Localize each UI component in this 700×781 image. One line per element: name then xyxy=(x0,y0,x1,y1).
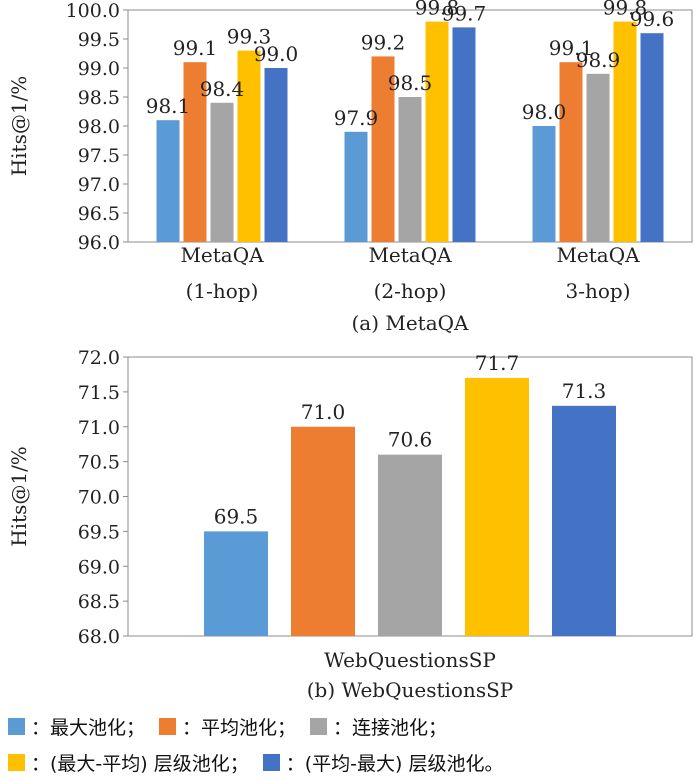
y-tick-label: 69.5 xyxy=(78,521,120,543)
data-label: 69.5 xyxy=(214,504,259,528)
bar xyxy=(378,454,442,636)
data-label: 99.1 xyxy=(549,36,594,60)
y-tick-label: 71.0 xyxy=(78,417,120,439)
data-label: 98.5 xyxy=(388,71,433,95)
y-tick-label: 99.0 xyxy=(78,58,120,80)
legend-item-avg-max-hier: ：(平均-最大) 层级池化。 xyxy=(262,749,504,776)
data-label: 99.8 xyxy=(415,0,460,20)
y-tick-label: 100.0 xyxy=(66,0,120,22)
legend-label-avg-max-hier: ：(平均-最大) 层级池化。 xyxy=(285,752,504,775)
bar xyxy=(559,62,583,243)
bar xyxy=(210,102,234,242)
bar xyxy=(291,426,355,636)
category-label-line2: (1-hop) xyxy=(186,279,259,303)
legend-swatch-avg-max-hier xyxy=(262,753,280,771)
legend-swatch-max-pooling xyxy=(8,717,25,735)
bar xyxy=(552,405,616,636)
data-label: 99.1 xyxy=(173,36,218,60)
legend-label-avg-pooling: ：平均池化； xyxy=(182,716,297,739)
legend: ：最大池化； ：平均池化； ：连接池化； ：(最大-平均) 层级池化； ：(平均… xyxy=(8,708,698,780)
category-label: MetaQA xyxy=(368,243,452,267)
y-tick-label: 96.5 xyxy=(78,203,120,225)
y-tick-label: 96.0 xyxy=(78,232,120,254)
category-label-line2: 3-hop) xyxy=(565,279,630,303)
bar xyxy=(398,97,422,242)
y-tick-label: 97.5 xyxy=(78,145,120,167)
bar xyxy=(613,21,637,242)
bar xyxy=(465,377,529,636)
y-tick-label: 70.0 xyxy=(78,487,120,509)
bar xyxy=(640,33,664,243)
legend-item-concat-pooling: ：连接池化； xyxy=(310,713,447,740)
legend-label-max-pooling: ：最大池化； xyxy=(31,716,146,739)
bar xyxy=(204,531,268,636)
legend-label-concat-pooling: ：连接池化； xyxy=(333,716,448,739)
legend-swatch-concat-pooling xyxy=(310,717,328,735)
y-tick-label: 71.5 xyxy=(78,382,120,404)
bar xyxy=(264,68,288,242)
chart-caption: (b) WebQuestionsSP xyxy=(307,678,513,702)
data-label: 71.7 xyxy=(475,351,520,375)
y-tick-label: 68.5 xyxy=(78,591,120,613)
y-tick-label: 69.0 xyxy=(78,556,120,578)
bar-charts: 96.0 96.5 97.0 97.5 98.0 98.5 99.0 99.5 100.0 Hit… xyxy=(7,0,693,702)
y-tick-label: 68.0 xyxy=(78,626,120,648)
y-tick-label: 97.0 xyxy=(78,174,120,196)
bar xyxy=(156,120,180,242)
data-label: 99.6 xyxy=(630,7,675,31)
y-tick-label: 98.5 xyxy=(78,87,120,109)
legend-swatch-avg-pooling xyxy=(159,717,177,735)
category-label: MetaQA xyxy=(180,243,264,267)
data-label: 98.9 xyxy=(576,48,621,72)
category-label: WebQuestionsSP xyxy=(324,648,496,672)
data-label: 99.7 xyxy=(442,1,487,25)
y-tick-label: 70.5 xyxy=(78,452,120,474)
legend-row-1: ：最大池化； ：平均池化； ：连接池化； xyxy=(8,708,698,744)
y-axis-label: Hits@1/% xyxy=(7,76,31,177)
data-label: 99.8 xyxy=(603,0,648,20)
bar xyxy=(237,50,261,242)
bar xyxy=(371,56,395,243)
legend-item-max-pooling: ：最大池化； xyxy=(8,713,145,740)
y-tick-label: 98.0 xyxy=(78,116,120,138)
data-label: 71.3 xyxy=(562,379,607,403)
data-label: 71.0 xyxy=(301,400,346,424)
legend-row-2: ：(最大-平均) 层级池化； ：(平均-最大) 层级池化。 xyxy=(8,744,698,780)
bar xyxy=(183,62,207,243)
data-label: 99.2 xyxy=(361,30,406,54)
data-label: 98.4 xyxy=(200,77,245,101)
legend-item-max-avg-hier: ：(最大-平均) 层级池化； xyxy=(8,749,249,776)
chart-caption: (a) MetaQA xyxy=(351,311,469,335)
bar xyxy=(344,131,368,242)
bar xyxy=(532,126,556,242)
data-label: 98.1 xyxy=(146,94,191,118)
data-label: 99.0 xyxy=(254,42,299,66)
data-label: 99.3 xyxy=(227,25,272,49)
data-label: 70.6 xyxy=(388,428,433,452)
category-label-line2: (2-hop) xyxy=(374,279,447,303)
y-tick-label: 72.0 xyxy=(78,347,120,369)
legend-label-max-avg-hier: ：(最大-平均) 层级池化； xyxy=(31,752,249,775)
y-tick-label: 99.5 xyxy=(78,29,120,51)
data-label: 98.0 xyxy=(522,100,567,124)
bar xyxy=(452,27,476,243)
bar xyxy=(586,73,610,242)
legend-item-avg-pooling: ：平均池化； xyxy=(159,713,296,740)
category-label: MetaQA xyxy=(556,243,640,267)
bar xyxy=(425,21,449,242)
legend-swatch-max-avg-hier xyxy=(8,753,25,771)
data-label: 97.9 xyxy=(334,106,379,130)
y-axis-label: Hits@1/% xyxy=(7,446,31,547)
